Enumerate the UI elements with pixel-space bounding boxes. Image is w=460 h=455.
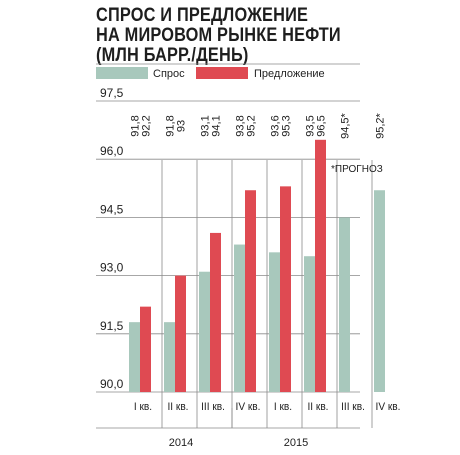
demand-value-label: 93,1 — [200, 115, 212, 136]
supply-bar — [140, 306, 151, 392]
chart-title: СПРОС И ПРЕДЛОЖЕНИЕ НА МИРОВОМ РЫНКЕ НЕФ… — [96, 5, 341, 66]
demand-value-label: 91,8 — [130, 115, 142, 136]
demand-value-label: 93,8 — [235, 115, 247, 136]
y-tick-label: 91,5 — [100, 319, 124, 333]
year-label-2014: 2014 — [169, 437, 193, 449]
y-tick-label: 94,5 — [100, 202, 124, 216]
demand-bar — [374, 190, 385, 392]
demand-value-label: 91,8 — [165, 115, 177, 136]
y-tick-label: 90,0 — [100, 377, 124, 391]
demand-bar — [129, 322, 140, 392]
demand-bar — [304, 256, 315, 392]
supply-bar — [175, 275, 186, 392]
x-axis: I кв. II кв. III кв. IV кв. I кв. II кв. III к… — [134, 401, 401, 449]
demand-bar — [269, 252, 280, 392]
y-tick-label: 96,0 — [100, 144, 124, 158]
supply-value-label: 95,3 — [281, 115, 293, 136]
demand-value-label: 93,6 — [270, 115, 282, 136]
supply-value-label: 93 — [176, 120, 188, 132]
demand-bar — [234, 244, 245, 392]
x-category-label: III кв. — [201, 401, 225, 413]
demand-value-label: 95,2* — [375, 112, 387, 138]
supply-bar — [315, 139, 326, 392]
demand-value-label: 94,5* — [340, 112, 352, 138]
value-labels: 91,8 92,2 91,8 93 93,1 94,1 93,8 95,2 93,6 95,3 93… — [130, 112, 387, 138]
supply-value-label: 95,2 — [246, 115, 258, 136]
supply-value-label: 96,5 — [316, 115, 328, 136]
demand-bar — [199, 271, 210, 392]
supply-bar — [280, 186, 291, 392]
forecast-note: *ПРОГНОЗ — [331, 164, 383, 175]
legend-label-supply: Предложение — [254, 68, 325, 80]
legend-swatch-supply — [196, 67, 248, 79]
x-category-label: I кв. — [274, 401, 292, 413]
x-category-label: IV кв. — [236, 401, 261, 413]
y-tick-label: 97,5 — [100, 86, 124, 100]
supply-value-label: 92,2 — [141, 115, 153, 136]
x-category-label: II кв. — [307, 401, 328, 413]
y-tick-label: 93,0 — [100, 261, 124, 275]
supply-bar — [245, 190, 256, 392]
year-label-2015: 2015 — [284, 437, 308, 449]
bars — [129, 139, 385, 392]
legend-label-demand: Спрос — [153, 68, 185, 80]
demand-bar — [164, 322, 175, 392]
legend: Спрос Предложение — [96, 63, 360, 80]
x-category-label: IV кв. — [376, 401, 401, 413]
legend-swatch-demand — [96, 67, 148, 79]
demand-bar — [339, 217, 350, 392]
x-category-label: I кв. — [134, 401, 152, 413]
supply-value-label: 94,1 — [211, 115, 223, 136]
x-category-label: II кв. — [167, 401, 188, 413]
x-category-label: III кв. — [341, 401, 365, 413]
supply-bar — [210, 232, 221, 392]
demand-value-label: 93,5 — [305, 115, 317, 136]
